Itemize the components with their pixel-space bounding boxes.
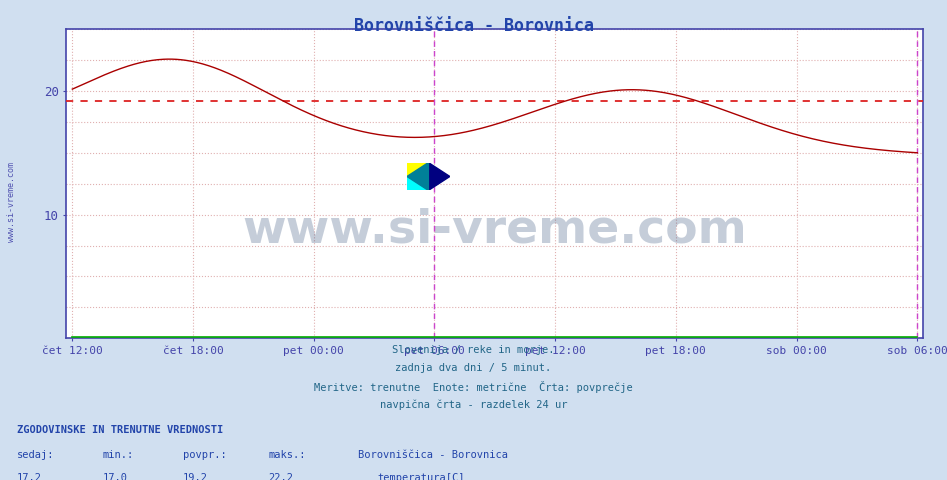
Text: 17,2: 17,2 — [17, 473, 42, 480]
Text: 19,2: 19,2 — [183, 473, 207, 480]
Text: Slovenija / reke in morje.: Slovenija / reke in morje. — [392, 345, 555, 355]
Text: 17,0: 17,0 — [102, 473, 127, 480]
Text: temperatura[C]: temperatura[C] — [378, 473, 465, 480]
Text: Borovniščica - Borovnica: Borovniščica - Borovnica — [358, 450, 508, 460]
Text: navpična črta - razdelek 24 ur: navpična črta - razdelek 24 ur — [380, 399, 567, 410]
Text: zadnja dva dni / 5 minut.: zadnja dva dni / 5 minut. — [396, 363, 551, 373]
Text: sedaj:: sedaj: — [17, 450, 55, 460]
Text: www.si-vreme.com: www.si-vreme.com — [242, 207, 747, 252]
Text: min.:: min.: — [102, 450, 134, 460]
Text: ZGODOVINSKE IN TRENUTNE VREDNOSTI: ZGODOVINSKE IN TRENUTNE VREDNOSTI — [17, 425, 223, 435]
Text: www.si-vreme.com: www.si-vreme.com — [7, 162, 16, 241]
Text: povpr.:: povpr.: — [183, 450, 226, 460]
Text: Borovniščica - Borovnica: Borovniščica - Borovnica — [353, 17, 594, 35]
Text: Meritve: trenutne  Enote: metrične  Črta: povprečje: Meritve: trenutne Enote: metrične Črta: … — [314, 381, 633, 393]
Text: maks.:: maks.: — [268, 450, 306, 460]
Text: 22,2: 22,2 — [268, 473, 293, 480]
